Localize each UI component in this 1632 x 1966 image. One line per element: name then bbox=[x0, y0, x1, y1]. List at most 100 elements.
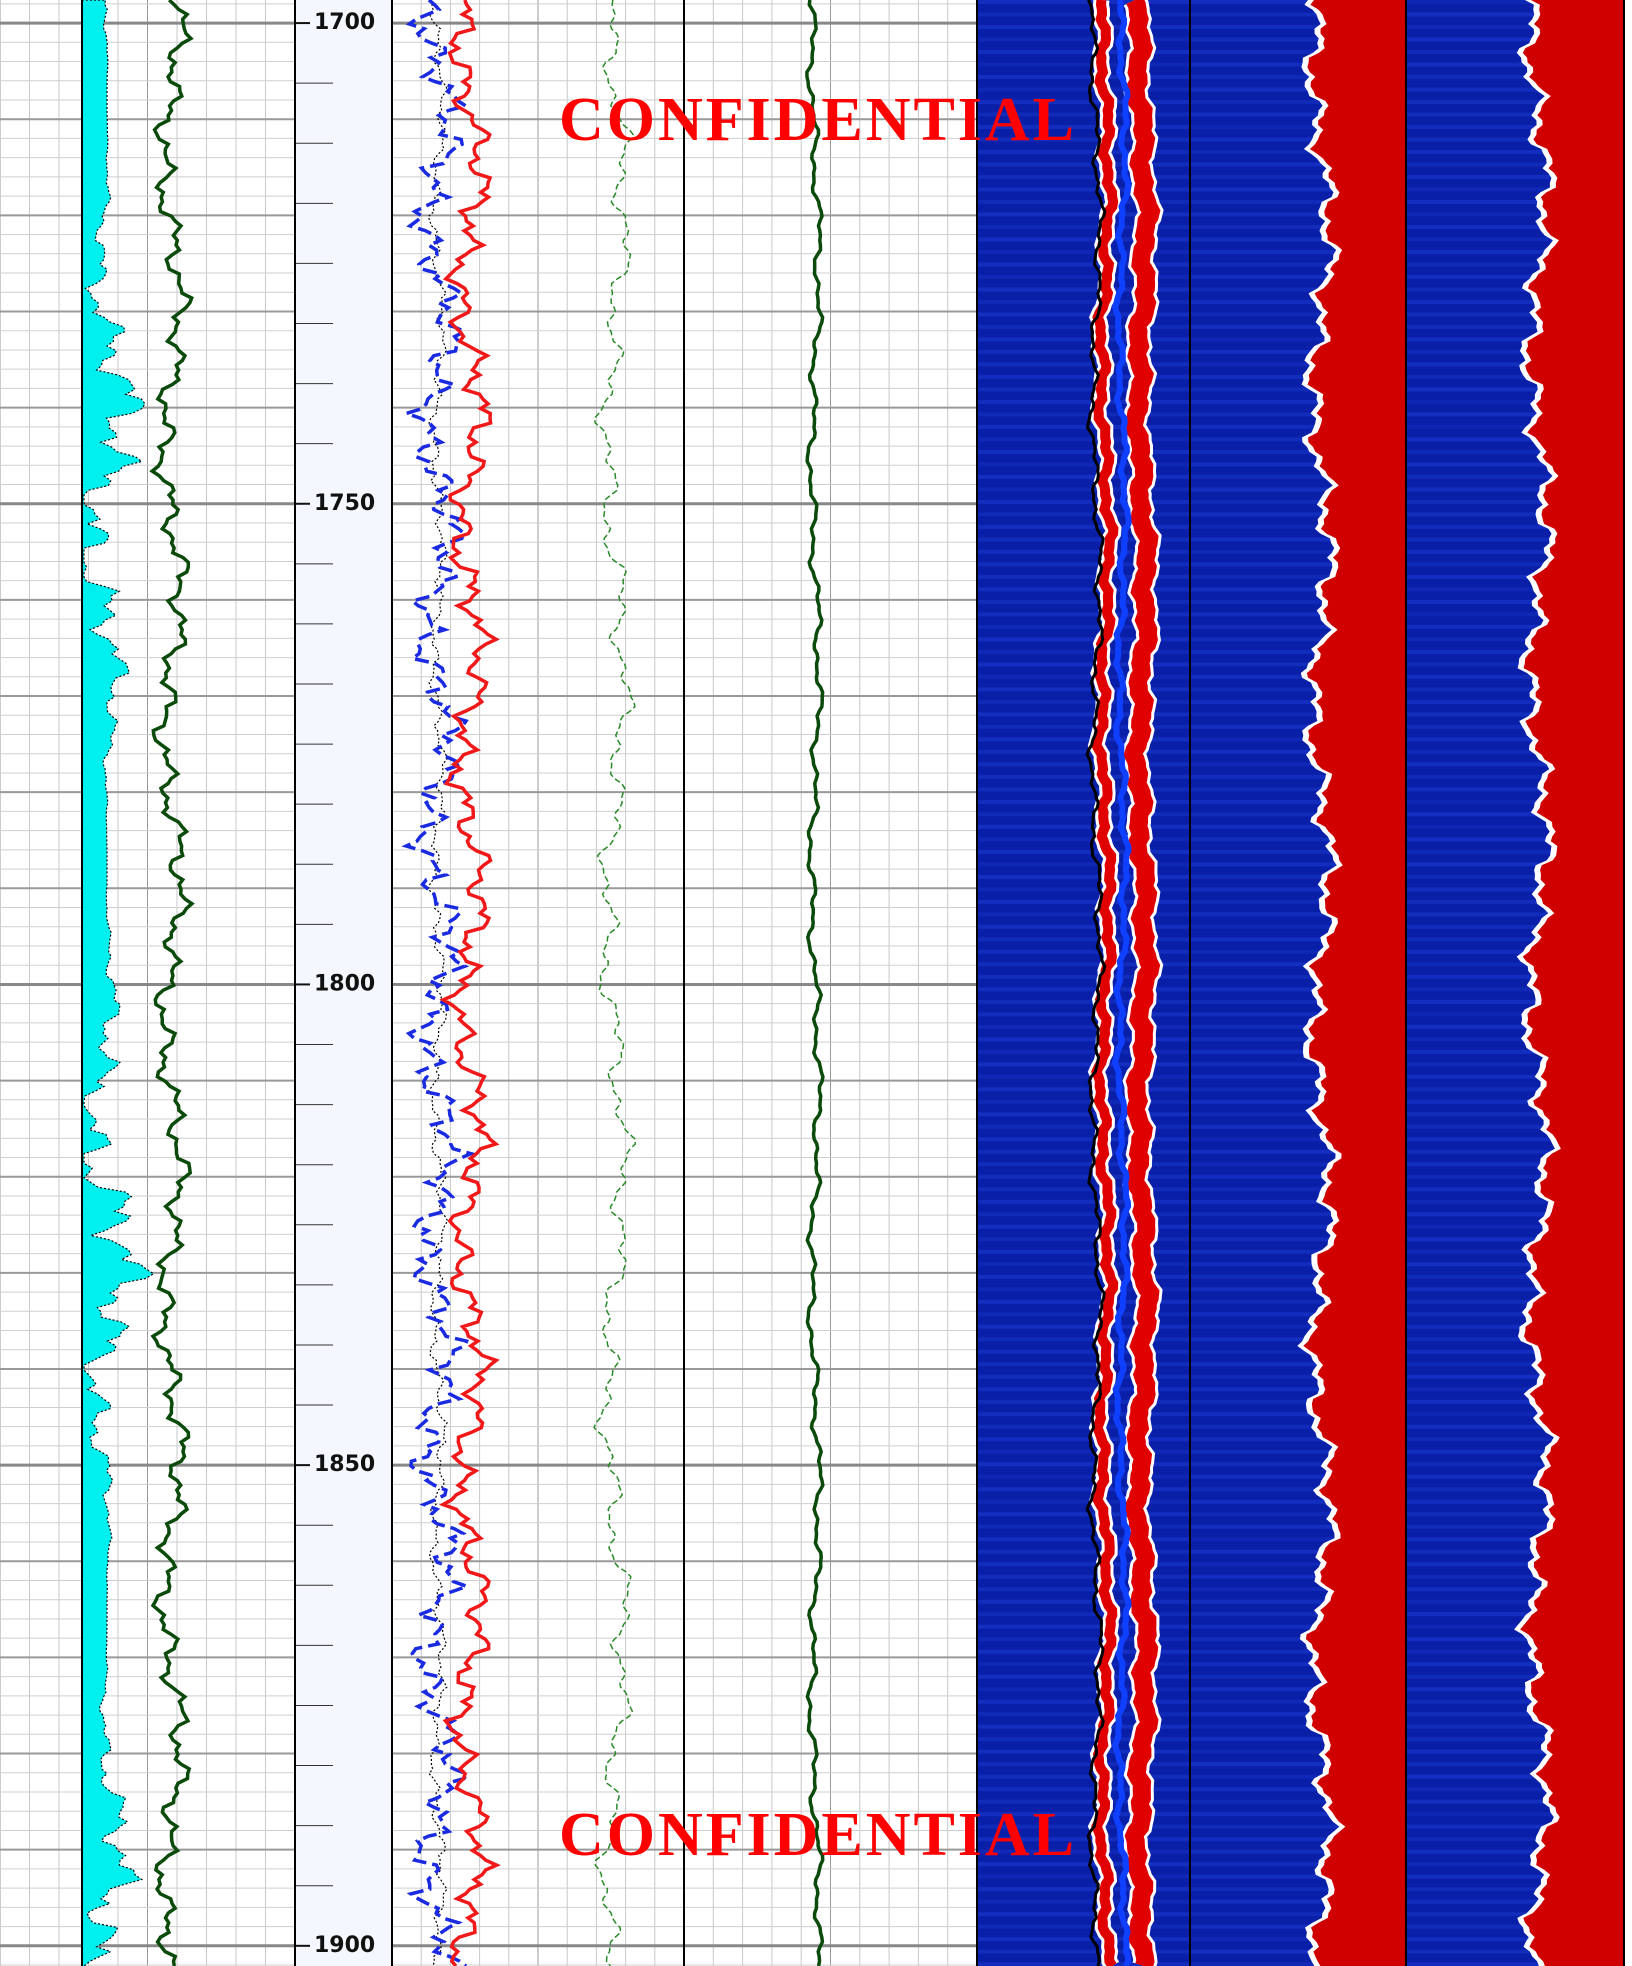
image-texture bbox=[977, 749, 1190, 754]
image-texture bbox=[977, 174, 1190, 179]
image-texture bbox=[1406, 1612, 1624, 1617]
image-texture bbox=[1190, 462, 1406, 467]
image-texture bbox=[1406, 699, 1624, 704]
image-texture bbox=[1406, 999, 1624, 1004]
image-texture bbox=[977, 62, 1190, 67]
image-texture bbox=[1406, 174, 1624, 179]
image-texture bbox=[1190, 1862, 1406, 1867]
image-texture bbox=[1406, 324, 1624, 329]
image-texture bbox=[1190, 74, 1406, 79]
image-texture bbox=[977, 1699, 1190, 1704]
image-texture bbox=[1406, 424, 1624, 429]
image-texture bbox=[1406, 662, 1624, 667]
image-texture bbox=[977, 662, 1190, 667]
image-texture bbox=[1406, 837, 1624, 842]
image-texture bbox=[1190, 187, 1406, 192]
image-texture bbox=[1406, 1537, 1624, 1542]
image-texture bbox=[977, 799, 1190, 804]
image-texture bbox=[977, 1687, 1190, 1692]
image-texture bbox=[977, 499, 1190, 504]
image-texture bbox=[1406, 1399, 1624, 1404]
image-texture bbox=[977, 1224, 1190, 1229]
image-texture bbox=[977, 1912, 1190, 1917]
image-texture bbox=[1406, 1687, 1624, 1692]
image-texture bbox=[977, 1724, 1190, 1729]
image-texture bbox=[1406, 1937, 1624, 1942]
image-texture bbox=[977, 437, 1190, 442]
image-texture bbox=[977, 1837, 1190, 1842]
image-texture bbox=[977, 337, 1190, 342]
image-texture bbox=[1190, 249, 1406, 254]
image-texture bbox=[1190, 424, 1406, 429]
image-texture bbox=[1190, 1937, 1406, 1942]
image-texture bbox=[1406, 399, 1624, 404]
band bbox=[1123, 0, 1161, 1966]
image-texture bbox=[1406, 1149, 1624, 1154]
image-texture bbox=[1190, 1437, 1406, 1442]
image-texture bbox=[1406, 1299, 1624, 1304]
image-texture bbox=[977, 24, 1190, 29]
image-texture bbox=[977, 1374, 1190, 1379]
image-texture bbox=[1406, 512, 1624, 517]
image-texture bbox=[977, 1887, 1190, 1892]
curve bbox=[149, 0, 195, 1966]
image-texture bbox=[977, 774, 1190, 779]
image-texture bbox=[1190, 362, 1406, 367]
image-texture bbox=[1190, 37, 1406, 42]
image-texture bbox=[977, 1962, 1190, 1966]
image-texture bbox=[1406, 862, 1624, 867]
image-texture bbox=[1406, 262, 1624, 267]
image-texture bbox=[1190, 1424, 1406, 1429]
image-texture bbox=[977, 249, 1190, 254]
image-texture bbox=[1190, 1212, 1406, 1217]
image-texture bbox=[1406, 849, 1624, 854]
image-texture bbox=[1406, 1874, 1624, 1879]
image-texture bbox=[977, 212, 1190, 217]
image-texture bbox=[1406, 562, 1624, 567]
image-texture bbox=[977, 512, 1190, 517]
image-texture bbox=[977, 1512, 1190, 1517]
image-texture bbox=[1406, 1174, 1624, 1179]
image-texture bbox=[1406, 824, 1624, 829]
image-texture bbox=[977, 1737, 1190, 1742]
image-texture bbox=[1190, 1124, 1406, 1129]
image-texture bbox=[1406, 974, 1624, 979]
image-texture bbox=[1190, 812, 1406, 817]
image-texture bbox=[1406, 537, 1624, 542]
image-texture bbox=[1406, 1962, 1624, 1966]
image-texture bbox=[977, 787, 1190, 792]
image-texture bbox=[977, 412, 1190, 417]
image-texture bbox=[977, 1212, 1190, 1217]
curve bbox=[427, 0, 449, 1966]
image-texture bbox=[977, 1587, 1190, 1592]
y-tick-label: 1850 bbox=[314, 1452, 375, 1477]
image-texture bbox=[1406, 1049, 1624, 1054]
image-texture bbox=[1190, 749, 1406, 754]
image-texture bbox=[1406, 1012, 1624, 1017]
track-1 bbox=[81, 0, 195, 1966]
image-texture bbox=[1406, 1249, 1624, 1254]
image-texture bbox=[1190, 24, 1406, 29]
image-texture bbox=[1190, 699, 1406, 704]
image-texture bbox=[977, 1499, 1190, 1504]
image-texture bbox=[977, 762, 1190, 767]
image-texture bbox=[1406, 1324, 1624, 1329]
image-texture bbox=[1406, 962, 1624, 967]
image-texture bbox=[977, 124, 1190, 129]
image-texture bbox=[1406, 1574, 1624, 1579]
image-texture bbox=[977, 199, 1190, 204]
image-texture bbox=[1406, 1349, 1624, 1354]
image-texture bbox=[1406, 1224, 1624, 1229]
image-texture bbox=[977, 137, 1190, 142]
image-texture bbox=[977, 1087, 1190, 1092]
image-texture bbox=[1190, 1887, 1406, 1892]
image-texture bbox=[1406, 949, 1624, 954]
image-texture bbox=[1190, 1874, 1406, 1879]
image-texture bbox=[977, 1237, 1190, 1242]
image-texture bbox=[1190, 1599, 1406, 1604]
image-texture bbox=[1190, 649, 1406, 654]
band bbox=[1090, 0, 1119, 1966]
image-texture bbox=[977, 0, 1190, 4]
image-texture bbox=[1190, 1112, 1406, 1117]
image-texture bbox=[977, 1337, 1190, 1342]
